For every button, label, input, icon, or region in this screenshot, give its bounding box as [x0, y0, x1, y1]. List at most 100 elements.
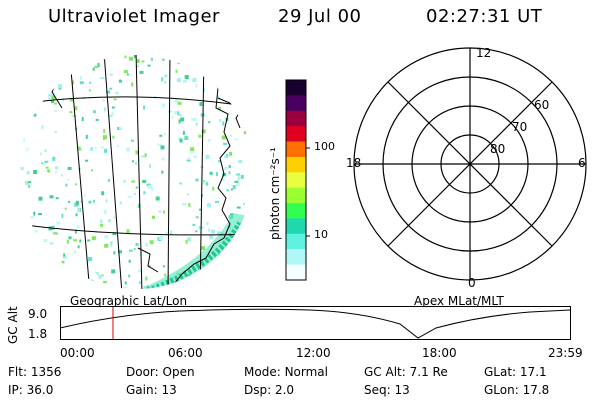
- emission-speckle: [87, 55, 90, 56]
- emission-speckle: [111, 269, 116, 274]
- emission-speckle: [217, 71, 220, 74]
- emission-speckle: [229, 134, 232, 137]
- emission-speckle: [33, 170, 38, 174]
- emission-speckle: [85, 159, 88, 162]
- emission-speckle: [131, 82, 134, 87]
- emission-speckle: [209, 235, 214, 240]
- emission-speckle: [236, 173, 241, 176]
- emission-speckle: [103, 210, 107, 214]
- emission-speckle: [242, 73, 246, 76]
- emission-speckle: [236, 206, 241, 209]
- emission-speckle: [254, 251, 257, 254]
- emission-speckle: [67, 167, 72, 170]
- emission-speckle: [47, 169, 51, 173]
- emission-speckle: [43, 239, 48, 242]
- emission-speckle: [27, 105, 32, 108]
- emission-speckle: [92, 110, 96, 114]
- emission-speckle: [103, 135, 107, 140]
- emission-speckle: [212, 186, 215, 191]
- emission-speckle: [203, 180, 206, 183]
- emission-speckle: [66, 239, 69, 244]
- emission-speckle: [138, 281, 141, 284]
- emission-speckle: [155, 196, 160, 201]
- mlat-label-70: 70: [512, 120, 528, 134]
- emission-speckle: [88, 280, 93, 282]
- time-tick-0000: 00:00: [60, 346, 95, 360]
- emission-speckle: [38, 196, 43, 201]
- emission-speckle: [118, 79, 122, 83]
- emission-speckle: [28, 181, 32, 184]
- emission-speckle: [56, 232, 59, 235]
- emission-speckle: [33, 113, 37, 117]
- emission-speckle: [136, 64, 139, 68]
- emission-speckle: [209, 171, 213, 175]
- emission-speckle: [140, 289, 142, 292]
- emission-speckle: [221, 135, 226, 140]
- emission-speckle: [90, 147, 94, 152]
- emission-speckle: [97, 63, 100, 67]
- seq-value: 13: [394, 383, 410, 397]
- emission-speckle: [176, 78, 181, 83]
- emission-speckle: [203, 272, 206, 277]
- dsp-key: Dsp:: [244, 383, 272, 397]
- emission-speckle: [59, 87, 62, 90]
- emission-speckle: [23, 231, 27, 234]
- emission-speckle: [80, 75, 82, 80]
- emission-speckle: [218, 106, 221, 110]
- emission-speckle: [27, 117, 30, 122]
- emission-speckle: [175, 69, 178, 73]
- emission-speckle: [128, 274, 131, 278]
- emission-speckle: [58, 74, 62, 77]
- emission-speckle: [143, 285, 146, 288]
- emission-speckle: [28, 60, 33, 64]
- emission-speckle: [27, 59, 32, 62]
- geographic-panel-label: Geographic Lat/Lon: [70, 294, 188, 308]
- emission-speckle: [61, 260, 65, 264]
- emission-speckle: [38, 213, 42, 215]
- emission-speckle: [31, 236, 34, 238]
- emission-speckle: [59, 52, 62, 54]
- emission-speckle: [49, 195, 54, 199]
- emission-speckle: [149, 163, 151, 168]
- emission-speckle: [72, 115, 77, 118]
- emission-speckle: [97, 272, 99, 276]
- emission-speckle: [186, 159, 191, 162]
- emission-speckle: [21, 138, 25, 142]
- emission-speckle: [75, 200, 79, 205]
- emission-speckle: [198, 225, 202, 230]
- emission-speckle: [26, 148, 29, 151]
- emission-speckle: [134, 193, 136, 196]
- emission-speckle: [177, 111, 180, 116]
- ip-key: IP:: [8, 383, 23, 397]
- emission-speckle: [210, 229, 215, 234]
- emission-speckle: [112, 216, 117, 219]
- emission-speckle: [201, 226, 204, 229]
- emission-speckle: [135, 162, 137, 165]
- emission-speckle: [177, 61, 182, 64]
- emission-speckle: [91, 236, 96, 241]
- emission-speckle: [139, 70, 144, 74]
- emission-speckle: [42, 84, 45, 89]
- emission-speckle: [236, 80, 241, 85]
- emission-speckle: [226, 189, 230, 192]
- emission-speckle: [131, 139, 134, 142]
- emission-speckle: [126, 229, 130, 234]
- emission-speckle: [234, 85, 238, 88]
- emission-speckle: [152, 215, 155, 219]
- emission-speckle: [184, 75, 189, 79]
- emission-speckle: [136, 59, 140, 64]
- mode-value: Normal: [284, 365, 328, 379]
- emission-speckle: [193, 285, 197, 288]
- emission-speckle: [222, 178, 225, 181]
- emission-speckle: [188, 203, 191, 208]
- emission-speckle: [103, 107, 106, 112]
- emission-speckle: [44, 160, 49, 163]
- emission-speckle: [199, 208, 202, 211]
- emission-speckle: [112, 232, 117, 236]
- emission-speckle: [137, 269, 142, 273]
- emission-speckle: [217, 231, 222, 235]
- emission-speckle: [39, 68, 42, 71]
- emission-speckle: [234, 180, 239, 183]
- emission-speckle: [72, 80, 74, 85]
- emission-speckle: [111, 111, 114, 116]
